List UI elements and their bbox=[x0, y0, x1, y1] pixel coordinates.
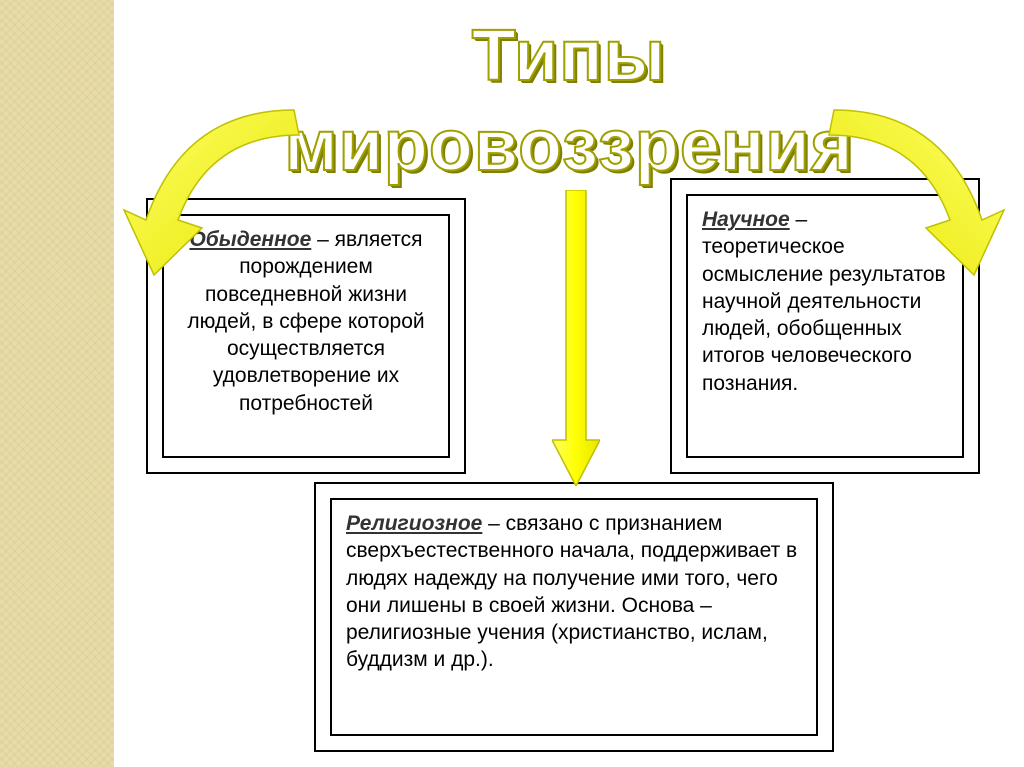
box-right-outer: Научное – теоретическое осмысление резул… bbox=[670, 178, 980, 474]
slide-title: Типы мировоззрения bbox=[284, 4, 853, 184]
box-right-text: Научное – теоретическое осмысление резул… bbox=[702, 206, 948, 397]
box-left-inner: Обыденное – является порождением повседн… bbox=[162, 214, 450, 458]
title-line-2: мировоззрения bbox=[284, 106, 853, 186]
box-bottom-text: Религиозное – связано с признанием сверх… bbox=[346, 510, 802, 674]
decorative-sidebar bbox=[0, 0, 114, 767]
box-bottom-lead: Религиозное bbox=[346, 512, 482, 535]
slide-content: Типы мировоззрения Обыденное – является … bbox=[114, 0, 1024, 767]
box-right-body: – теоретическое осмысление результатов н… bbox=[702, 208, 946, 395]
box-right-lead: Научное bbox=[702, 208, 790, 231]
box-bottom-inner: Религиозное – связано с признанием сверх… bbox=[330, 498, 818, 736]
box-bottom-outer: Религиозное – связано с признанием сверх… bbox=[314, 482, 834, 752]
box-left-lead: Обыденное bbox=[189, 228, 311, 251]
arrow-center-down-icon bbox=[552, 190, 600, 486]
box-left-text: Обыденное – является порождением повседн… bbox=[178, 226, 434, 417]
box-left-outer: Обыденное – является порождением повседн… bbox=[146, 198, 466, 474]
box-right-inner: Научное – теоретическое осмысление резул… bbox=[686, 194, 964, 458]
box-left-body: – является порождением повседневной жизн… bbox=[187, 228, 424, 415]
title-line-1: Типы bbox=[472, 16, 666, 96]
box-bottom-body: – связано с признанием сверхъестественно… bbox=[346, 512, 797, 671]
